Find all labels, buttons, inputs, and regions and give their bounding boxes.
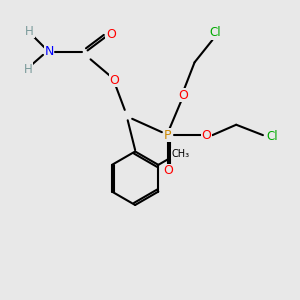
Text: Cl: Cl (210, 26, 221, 39)
Text: O: O (163, 164, 173, 177)
Text: P: P (164, 129, 172, 142)
Text: N: N (44, 45, 54, 58)
Text: CH₃: CH₃ (172, 149, 190, 159)
Text: O: O (178, 88, 188, 101)
Text: O: O (202, 129, 212, 142)
Text: O: O (110, 74, 119, 87)
Text: Cl: Cl (266, 130, 278, 143)
Text: O: O (106, 28, 116, 40)
Text: H: H (24, 63, 32, 76)
Text: H: H (25, 25, 34, 38)
